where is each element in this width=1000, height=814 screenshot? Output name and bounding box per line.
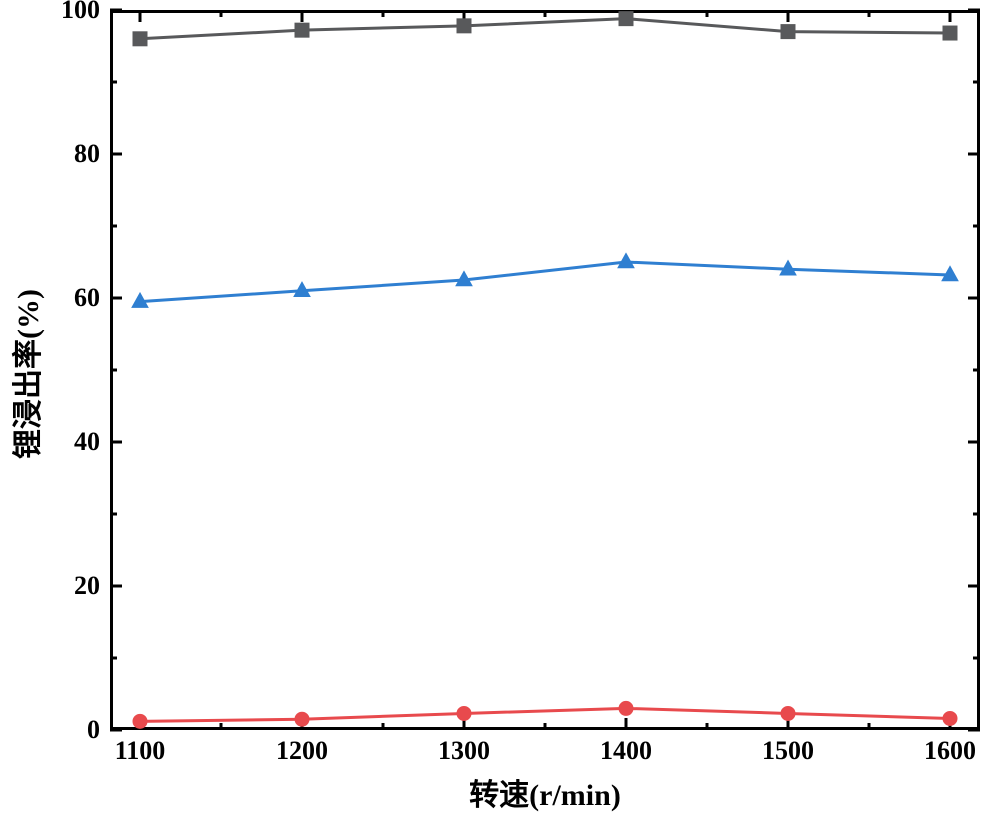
series-circles-marker <box>457 706 471 720</box>
series-circles-marker <box>133 714 147 728</box>
y-tick-label: 20 <box>40 571 100 601</box>
series-squares-marker <box>295 23 309 37</box>
series-triangles-line <box>140 262 950 302</box>
x-axis-label: 转速(r/min) <box>425 770 665 814</box>
y-tick-label: 80 <box>40 139 100 169</box>
x-tick-label: 1200 <box>262 736 342 766</box>
series-squares-marker <box>781 25 795 39</box>
series-squares-marker <box>457 19 471 33</box>
x-tick-label: 1400 <box>586 736 666 766</box>
series-squares-marker <box>133 32 147 46</box>
x-tick-label: 1300 <box>424 736 504 766</box>
series-triangles-marker <box>618 253 634 267</box>
x-tick-label: 1100 <box>100 736 180 766</box>
x-tick-label: 1600 <box>910 736 990 766</box>
series-circles-marker <box>781 706 795 720</box>
y-tick-label: 40 <box>40 427 100 457</box>
series-squares-marker <box>943 26 957 40</box>
x-tick-label: 1500 <box>748 736 828 766</box>
y-tick-label: 0 <box>40 715 100 745</box>
series-circles-marker <box>943 711 957 725</box>
y-tick-label: 60 <box>40 283 100 313</box>
series-circles-line <box>140 708 950 721</box>
series-squares-line <box>140 19 950 39</box>
y-tick-label: 100 <box>40 0 100 25</box>
series-circles-marker <box>619 701 633 715</box>
series-circles-marker <box>295 712 309 726</box>
series-squares-marker <box>619 12 633 26</box>
plot-svg <box>0 0 1000 813</box>
chart-container: 锂浸出率(%) 转速(r/min) 1100120013001400150016… <box>0 0 1000 813</box>
